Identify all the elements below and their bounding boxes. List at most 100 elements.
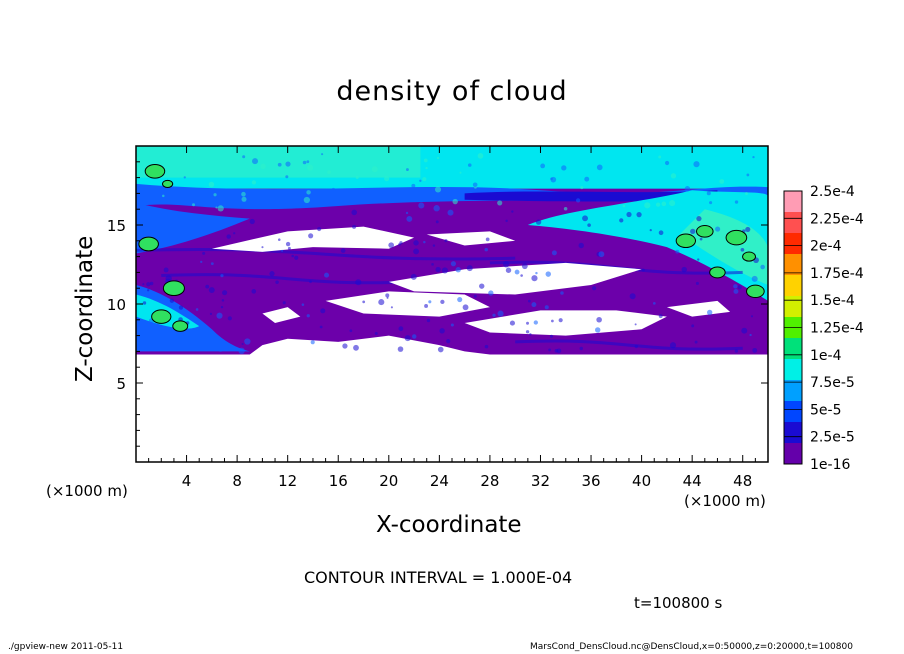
- colorbar-swatch-0: [784, 191, 802, 213]
- colorbar-label-8: 5e-5: [810, 402, 841, 418]
- field-speckle: [385, 293, 390, 298]
- field-contour-blob-10: [675, 233, 696, 249]
- field-speckle: [321, 153, 324, 156]
- field-speckle: [282, 301, 286, 305]
- field-speckle: [526, 321, 529, 325]
- field-speckle: [545, 271, 551, 277]
- colorbar-label-10: 1e-16: [810, 457, 850, 473]
- field-speckle: [285, 241, 291, 247]
- contour-interval-label: CONTOUR INTERVAL = 1.000E-04: [304, 568, 573, 587]
- field-white-region-5: [262, 307, 301, 323]
- field-speckle: [440, 299, 445, 305]
- field-speckle: [531, 275, 538, 282]
- field-speckle: [670, 173, 677, 179]
- field-speckle: [202, 251, 206, 255]
- field-contour-blob-6: [725, 229, 748, 246]
- field-speckle: [655, 202, 661, 207]
- field-speckle: [459, 171, 462, 174]
- field-speckle: [355, 279, 362, 286]
- field-speckle: [675, 249, 680, 254]
- colorbar-swatch-2: [784, 233, 802, 255]
- field-speckle: [525, 330, 530, 334]
- field-speckle: [423, 158, 428, 163]
- field-speckle: [419, 179, 422, 182]
- field-speckle: [252, 158, 259, 165]
- field-speckle: [406, 216, 413, 222]
- field-speckle: [215, 206, 218, 209]
- colorbar-label-0: 2.5e-4: [810, 184, 855, 200]
- field-blue-band: [136, 183, 768, 210]
- y-axis-label: Z-coordinate: [72, 235, 98, 382]
- field-speckle: [563, 206, 568, 211]
- field-speckle: [310, 340, 315, 345]
- field-speckle: [413, 248, 420, 255]
- field-speckle: [294, 255, 299, 260]
- field-speckle: [745, 226, 751, 233]
- field-speckle: [340, 248, 346, 253]
- field-speckle: [598, 251, 605, 258]
- field-contour-blob-3: [172, 320, 189, 332]
- density-field: [136, 146, 768, 462]
- colorbar-swatch-4: [784, 275, 802, 297]
- field-speckle: [302, 160, 307, 165]
- x-tick-label-20: 20: [379, 472, 398, 490]
- field-speckle: [649, 228, 652, 232]
- field-speckle: [527, 299, 531, 303]
- field-speckle: [740, 247, 745, 252]
- field-speckle: [561, 165, 567, 171]
- field-speckle: [584, 176, 590, 182]
- field-speckle: [699, 237, 703, 241]
- field-speckle: [455, 267, 461, 273]
- field-speckle: [162, 194, 165, 198]
- x-tick-label-40: 40: [632, 472, 651, 490]
- field-speckle: [398, 326, 404, 332]
- field-speckle: [242, 155, 246, 159]
- field-speckle: [291, 254, 294, 258]
- field-speckle: [697, 258, 700, 261]
- field-speckle: [275, 280, 279, 284]
- field-speckle: [447, 209, 454, 216]
- x-unit-label-right: (×1000 m): [684, 492, 766, 510]
- colorbar-label-4: 1.5e-4: [810, 293, 855, 309]
- field-speckle: [216, 312, 223, 319]
- field-speckle: [479, 283, 485, 289]
- field-speckle: [488, 290, 494, 296]
- field-speckle: [548, 348, 551, 352]
- colorbar-label-3: 1.75e-4: [810, 266, 864, 282]
- field-speckle: [371, 166, 378, 173]
- field-speckle: [136, 234, 142, 240]
- field-speckle: [378, 299, 385, 306]
- field-speckle: [226, 234, 231, 239]
- field-speckle: [281, 249, 284, 252]
- field-speckle: [484, 344, 489, 349]
- field-speckle: [277, 162, 282, 167]
- colorbar-swatch-3: [784, 254, 802, 276]
- field-contour-blob-8: [709, 266, 726, 279]
- field-speckle: [575, 198, 581, 203]
- colorbar-label-6: 1e-4: [810, 348, 842, 364]
- field-speckle: [669, 200, 676, 207]
- time-label: t=100800 s: [634, 594, 723, 612]
- field-speckle: [217, 205, 224, 212]
- field-speckle: [511, 210, 514, 213]
- footer-right-text: MarsCond_DensCloud.nc@DensCloud,x=0:5000…: [530, 642, 853, 652]
- field-speckle: [169, 298, 175, 303]
- field-speckle: [719, 179, 725, 184]
- field-speckle: [434, 186, 442, 193]
- field-contour-blob-1: [162, 179, 174, 188]
- field-speckle: [406, 168, 409, 171]
- field-contour-blob-4: [138, 236, 159, 252]
- field-speckle: [595, 327, 601, 333]
- field-speckle: [217, 345, 224, 352]
- field-speckle: [418, 202, 425, 209]
- field-speckle: [644, 202, 651, 209]
- field-speckle: [424, 304, 429, 308]
- field-white-region-4: [464, 310, 667, 336]
- field-speckle: [423, 240, 426, 244]
- colorbar-label-2: 2e-4: [810, 239, 842, 255]
- x-tick-label-4: 4: [182, 472, 192, 490]
- field-speckle: [142, 301, 147, 305]
- field-speckle: [737, 285, 742, 290]
- field-speckle: [658, 155, 662, 159]
- field-speckle: [222, 290, 228, 296]
